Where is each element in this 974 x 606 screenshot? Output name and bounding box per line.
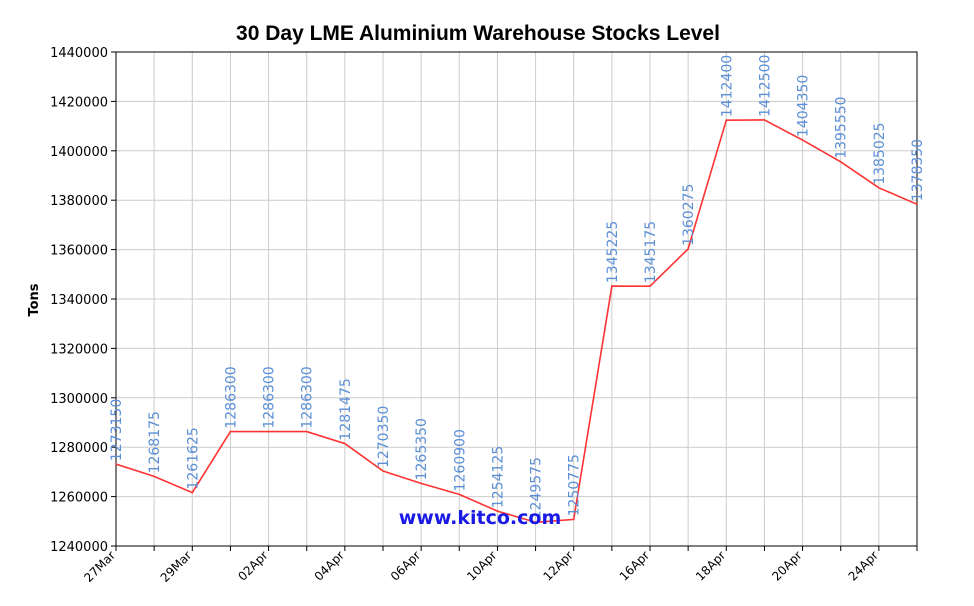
x-tick-label: 24Apr (846, 548, 881, 583)
data-label: 1254125 (490, 446, 506, 508)
data-point (572, 518, 575, 521)
data-label: 1273150 (109, 399, 125, 461)
x-tick-label: 12Apr (540, 548, 575, 583)
x-tick-label: 20Apr (769, 548, 804, 583)
data-label: 1385025 (872, 122, 888, 184)
data-label: 1378350 (910, 139, 926, 201)
x-tick-label: 29Mar (158, 548, 195, 585)
x-tick-label: 04Apr (312, 548, 347, 583)
data-point (229, 430, 232, 433)
data-point (344, 442, 346, 445)
data-point (305, 430, 308, 433)
plot-frame (115, 51, 918, 547)
y-tick-label: 1300000 (50, 392, 108, 407)
data-label: 1249575 (529, 457, 545, 519)
data-label: 1345175 (643, 221, 659, 283)
y-tick-label: 1400000 (50, 145, 108, 160)
data-point (725, 119, 728, 121)
axes: 1240000 1260000 1280000 1300000 1320000 13400… (50, 46, 918, 585)
x-tick-label: 16Apr (617, 548, 652, 583)
data-point (382, 470, 384, 472)
data-point (801, 139, 804, 141)
data-point (115, 463, 117, 465)
data-label: 1265350 (414, 418, 430, 480)
y-tick-label: 1440000 (50, 46, 108, 61)
data-point (458, 493, 461, 496)
data-label: 1286300 (300, 366, 316, 428)
x-tick-label: 18Apr (693, 548, 728, 583)
data-point (267, 430, 270, 433)
data-label: 1360275 (681, 184, 697, 246)
data-label: 1260900 (452, 429, 468, 491)
data-point (496, 510, 499, 512)
x-tick-label: 06Apr (388, 548, 423, 583)
data-label: 1412400 (719, 55, 735, 117)
y-tick-label: 1420000 (50, 95, 108, 110)
y-tick-label: 1320000 (50, 342, 108, 357)
x-tick-label: 10Apr (464, 548, 499, 583)
data-point (534, 521, 537, 524)
y-tick-label: 1380000 (50, 194, 108, 209)
series-line (115, 119, 918, 524)
data-point (420, 482, 422, 485)
y-tick-label: 1340000 (50, 293, 108, 308)
data-label: 1412500 (757, 55, 773, 117)
watermark: www.kitco.com (399, 507, 562, 529)
data-label: 1404350 (796, 75, 812, 137)
data-point (839, 160, 842, 163)
data-point (916, 203, 918, 206)
data-point (763, 119, 766, 121)
x-tick-label: 02Apr (235, 548, 270, 583)
data-label: 1270350 (376, 406, 392, 468)
data-label: 1268175 (147, 411, 163, 473)
y-tick-label: 1260000 (50, 491, 108, 506)
y-tick-label: 1280000 (50, 441, 108, 456)
data-label: 1261625 (185, 427, 201, 489)
data-labels: 1273150 1268175 1261625 1286300 1286300 12863… (109, 55, 926, 520)
data-point (191, 491, 194, 494)
data-label: 1286300 (223, 366, 239, 428)
data-label: 1286300 (262, 366, 278, 428)
data-label: 1281475 (338, 378, 354, 440)
chart-title: 30 Day LME Aluminium Warehouse Stocks Le… (236, 22, 720, 45)
data-point (687, 248, 689, 250)
y-tick-label: 1240000 (50, 540, 108, 555)
data-label: 1395550 (834, 96, 850, 158)
y-axis-label: Tons (27, 283, 42, 316)
data-point (649, 285, 651, 288)
y-tick-label: 1360000 (50, 244, 108, 259)
data-label: 1345225 (605, 221, 621, 283)
data-point (611, 285, 613, 287)
data-point (153, 475, 155, 478)
data-point (878, 186, 880, 189)
data-label: 1250775 (567, 454, 583, 516)
series-line-group (115, 119, 918, 524)
